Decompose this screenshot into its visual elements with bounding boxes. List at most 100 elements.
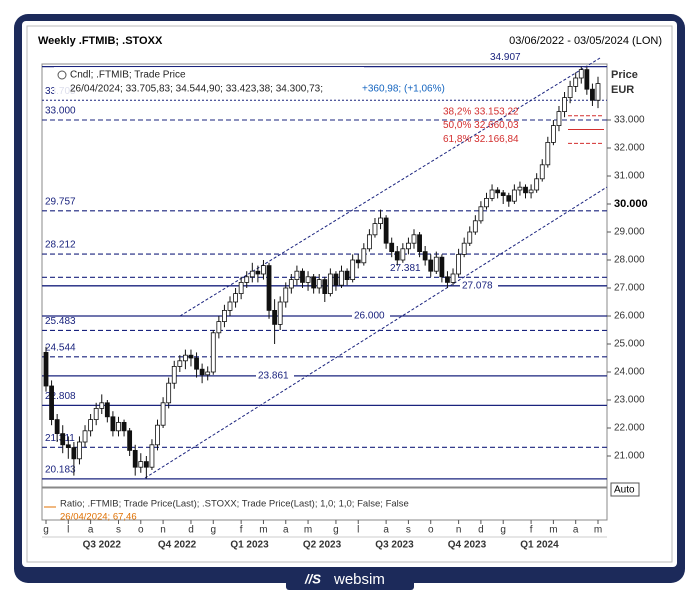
candle-body bbox=[294, 270, 300, 281]
y-tick-label: 23.000 bbox=[614, 395, 645, 406]
candle-body bbox=[422, 251, 428, 261]
level-label: 27.078 bbox=[462, 280, 493, 291]
legend-change: +360,98; (+1,06%) bbox=[362, 84, 445, 95]
candle-body bbox=[82, 430, 88, 443]
fib-label: 50,0% 32.660,03 bbox=[443, 120, 519, 131]
candle-body bbox=[60, 433, 66, 446]
candle-body bbox=[227, 301, 233, 311]
level-label: 22.808 bbox=[45, 391, 76, 402]
candle-body bbox=[249, 270, 255, 278]
candle-body bbox=[445, 276, 450, 283]
candle-body bbox=[578, 69, 584, 79]
candle-body bbox=[417, 234, 422, 253]
candle-body bbox=[584, 69, 590, 90]
candle-body bbox=[99, 402, 105, 409]
candle-body bbox=[177, 360, 183, 367]
candle-body bbox=[556, 111, 562, 126]
candle-body bbox=[500, 192, 506, 197]
level-label: 24.544 bbox=[45, 342, 76, 353]
candle-body bbox=[305, 276, 311, 283]
x-tick-label: s bbox=[116, 525, 121, 536]
x-tick-label: l bbox=[357, 525, 359, 536]
x-tick-label: s bbox=[406, 525, 411, 536]
x-tick-label: l bbox=[67, 525, 69, 536]
quarter-label: Q2 2023 bbox=[303, 540, 342, 551]
fib-label: 61,8% 32.166,84 bbox=[443, 134, 519, 145]
candle-body bbox=[255, 270, 261, 275]
level-label: 23.861 bbox=[258, 371, 289, 382]
scale-button[interactable] bbox=[610, 482, 640, 497]
candle-body bbox=[545, 141, 551, 166]
candle-body bbox=[366, 234, 372, 250]
candle-body bbox=[450, 273, 456, 283]
x-tick-label: d bbox=[478, 525, 484, 536]
x-tick-label: g bbox=[500, 525, 506, 536]
level-label: 25.483 bbox=[45, 316, 76, 327]
candle-body bbox=[472, 220, 478, 233]
candle-body bbox=[350, 259, 356, 281]
candle-body bbox=[277, 301, 283, 325]
x-tick-label: a bbox=[573, 525, 579, 536]
legend-values: 26/04/2024; 33.705,83; 34.544,90; 33.423… bbox=[70, 84, 323, 95]
candle-body bbox=[116, 421, 121, 432]
scale-button-label[interactable]: Auto bbox=[614, 485, 635, 496]
x-tick-label: a bbox=[383, 525, 389, 536]
x-tick-label: m bbox=[549, 525, 557, 536]
x-tick-label: g bbox=[43, 525, 49, 536]
candle-body bbox=[394, 251, 400, 261]
candle-body bbox=[233, 293, 238, 303]
footer-icon: //S bbox=[304, 571, 321, 586]
y-tick-label: 30.000 bbox=[614, 198, 648, 210]
candle-body bbox=[461, 242, 467, 255]
candle-body bbox=[266, 265, 272, 311]
footer-bg bbox=[286, 570, 414, 590]
candle-body bbox=[411, 234, 417, 244]
quarter-label: Q3 2023 bbox=[375, 540, 414, 551]
candle-body bbox=[361, 248, 367, 264]
axis-title: Price bbox=[611, 69, 638, 81]
plot-area bbox=[41, 63, 608, 488]
candle-body bbox=[194, 357, 199, 370]
candle-body bbox=[478, 206, 484, 222]
x-tick-label: m bbox=[594, 525, 602, 536]
y-tick-label: 21.000 bbox=[614, 451, 645, 462]
candle-body bbox=[489, 189, 495, 199]
candle-body bbox=[322, 279, 328, 295]
legend-title: Cndl; .FTMIB; Trade Price bbox=[70, 70, 186, 81]
candle-body bbox=[160, 402, 166, 426]
candle-body bbox=[65, 444, 71, 448]
candle-body bbox=[288, 279, 294, 289]
candle-body bbox=[77, 441, 82, 460]
candle-body bbox=[456, 253, 462, 275]
candle-body bbox=[132, 449, 138, 468]
y-tick-label: 33.000 bbox=[614, 115, 645, 126]
candle-body bbox=[54, 419, 60, 435]
date-range: 03/06/2022 - 03/05/2024 (LON) bbox=[509, 35, 662, 47]
y-tick-label: 27.000 bbox=[614, 283, 645, 294]
candle-body bbox=[188, 354, 194, 359]
candle-body bbox=[433, 256, 439, 272]
chart-border bbox=[26, 25, 673, 563]
lower-panel-title: Ratio; .FTMIB; Trade Price(Last); .STOXX… bbox=[60, 499, 409, 510]
level-label: 27.381 bbox=[390, 263, 421, 274]
candle-body bbox=[439, 256, 445, 278]
candle-body bbox=[205, 371, 211, 376]
candle-body bbox=[506, 195, 512, 202]
candle-body bbox=[344, 270, 350, 281]
quarter-label: Q1 2023 bbox=[230, 540, 269, 551]
candle-body bbox=[372, 223, 378, 236]
channel-lower bbox=[144, 186, 608, 479]
candle-body bbox=[333, 273, 339, 286]
x-tick-label: g bbox=[210, 525, 216, 536]
candle-body bbox=[523, 186, 528, 194]
lower-panel bbox=[41, 487, 608, 521]
x-tick-label: d bbox=[188, 525, 194, 536]
candle-body bbox=[378, 217, 383, 224]
candle-body bbox=[484, 197, 489, 208]
candle-body bbox=[261, 265, 266, 275]
candle-body bbox=[88, 419, 94, 432]
x-tick-label: m bbox=[304, 525, 312, 536]
y-tick-label: 28.000 bbox=[614, 255, 645, 266]
candle-body bbox=[511, 189, 517, 202]
